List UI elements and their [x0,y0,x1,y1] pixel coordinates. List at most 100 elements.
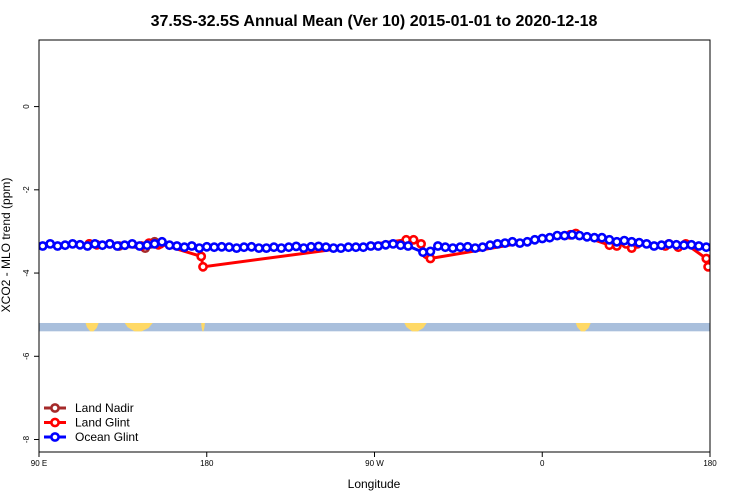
data-point-ocean-glint [537,233,548,244]
data-point-ocean-glint [335,243,346,253]
data-point-ocean-glint [171,241,182,251]
data-point-ocean-glint [321,242,331,253]
data-point-ocean-glint [626,236,637,247]
data-point-ocean-glint [298,243,309,253]
chart-title: 37.5S-32.5S Annual Mean (Ver 10) 2015-01… [151,13,598,30]
data-point-ocean-glint [179,242,190,253]
map-strip-land-2 [201,322,205,332]
data-point-land-glint [701,253,710,264]
data-point-ocean-glint [276,243,287,253]
map-strip-land-1 [124,322,153,332]
data-point-ocean-glint [693,241,704,251]
data-point-ocean-glint [395,240,406,251]
map-strip-land-3 [404,322,427,332]
plot-area: 90 E 180 90 W 0 180 0 -2 -4 -6 -8 [22,39,717,468]
data-point-ocean-glint [440,242,451,253]
data-point-ocean-glint [477,242,488,253]
data-point-ocean-glint [39,241,48,251]
legend-marker-ocean-glint [50,432,60,442]
data-point-ocean-glint [253,243,264,253]
data-point-ocean-glint [604,234,615,245]
data-point-ocean-glint [656,240,667,251]
data-point-ocean-glint [358,242,369,253]
x-tick-label: 90 E [31,459,47,468]
data-point-ocean-glint [574,230,585,241]
data-point-ocean-glint [664,238,674,249]
x-tick-label: 180 [703,459,717,468]
data-point-ocean-glint [60,240,70,251]
data-point-ocean-glint [507,236,518,247]
data-point-ocean-glint [313,241,324,252]
data-point-ocean-glint [97,240,108,251]
data-point-ocean-glint [701,242,710,253]
data-point-ocean-glint [75,239,85,250]
data-point-ocean-glint [708,242,710,250]
data-point-ocean-glint [134,241,145,251]
map-strip-land-0 [85,322,99,332]
data-point-land-glint [408,234,419,245]
data-point-land-glint [198,261,208,272]
x-tick-label: 90 W [365,459,384,468]
legend-marker-land-glint [50,417,60,428]
y-axis-label: XCO2 - MLO trend (ppm) [0,178,13,313]
data-point-ocean-glint [522,236,533,247]
data-point-ocean-glint [515,238,525,248]
legend-label-ocean-glint: Ocean Glint [75,430,139,444]
data-point-ocean-glint [403,241,413,251]
legend-label-land-nadir: Land Nadir [75,401,134,415]
data-point-ocean-glint [231,243,242,253]
data-point-ocean-glint [679,240,689,251]
data-point-land-glint [196,251,207,262]
data-point-ocean-glint [373,241,384,251]
data-point-ocean-glint [619,235,630,246]
data-point-ocean-glint [686,239,697,250]
legend-marker-land-nadir [50,403,60,413]
data-point-ocean-glint [380,239,391,250]
y-tick-label: -2 [22,186,31,194]
data-point-ocean-glint [261,243,272,253]
map-strip-land-4 [575,322,591,332]
x-tick-label: 0 [540,459,545,468]
data-point-ocean-glint [52,241,63,251]
data-point-ocean-glint [119,240,130,251]
data-point-ocean-glint [90,238,100,249]
data-point-ocean-glint [485,240,495,251]
data-point-ocean-glint [246,241,257,252]
data-point-ocean-glint [432,241,443,251]
data-point-land-glint [416,238,426,249]
y-tick-label: -6 [22,352,31,360]
data-point-ocean-glint [671,239,682,250]
data-point-ocean-glint [418,247,428,258]
data-point-ocean-glint [634,237,645,248]
data-point-ocean-glint [283,242,294,253]
data-point-ocean-glint [268,242,279,253]
data-point-ocean-glint [470,243,481,253]
data-point-ocean-glint [186,241,197,251]
data-point-ocean-glint [447,243,458,253]
data-point-ocean-glint [209,242,220,253]
data-point-ocean-glint [597,232,607,243]
map-strip-ocean [39,322,710,332]
y-tick-label: -4 [22,269,31,277]
data-point-ocean-glint [559,230,570,241]
data-point-ocean-glint [343,242,354,253]
data-point-ocean-glint [455,242,466,253]
data-point-ocean-glint [67,238,78,249]
data-point-ocean-glint [425,246,436,257]
data-point-land-glint [703,261,710,272]
data-point-ocean-glint [194,243,205,253]
data-point-ocean-glint [589,232,600,243]
data-point-ocean-glint [582,231,592,242]
x-tick-label: 180 [200,459,214,468]
data-point-ocean-glint [649,241,659,251]
data-point-ocean-glint [567,229,577,240]
data-point-ocean-glint [164,240,175,251]
data-point-ocean-glint [142,240,152,251]
data-point-ocean-glint [239,242,249,253]
data-point-ocean-glint [500,238,510,248]
data-point-ocean-glint [641,238,652,249]
data-point-ocean-glint [112,241,123,251]
plot-clip-group [39,228,710,332]
